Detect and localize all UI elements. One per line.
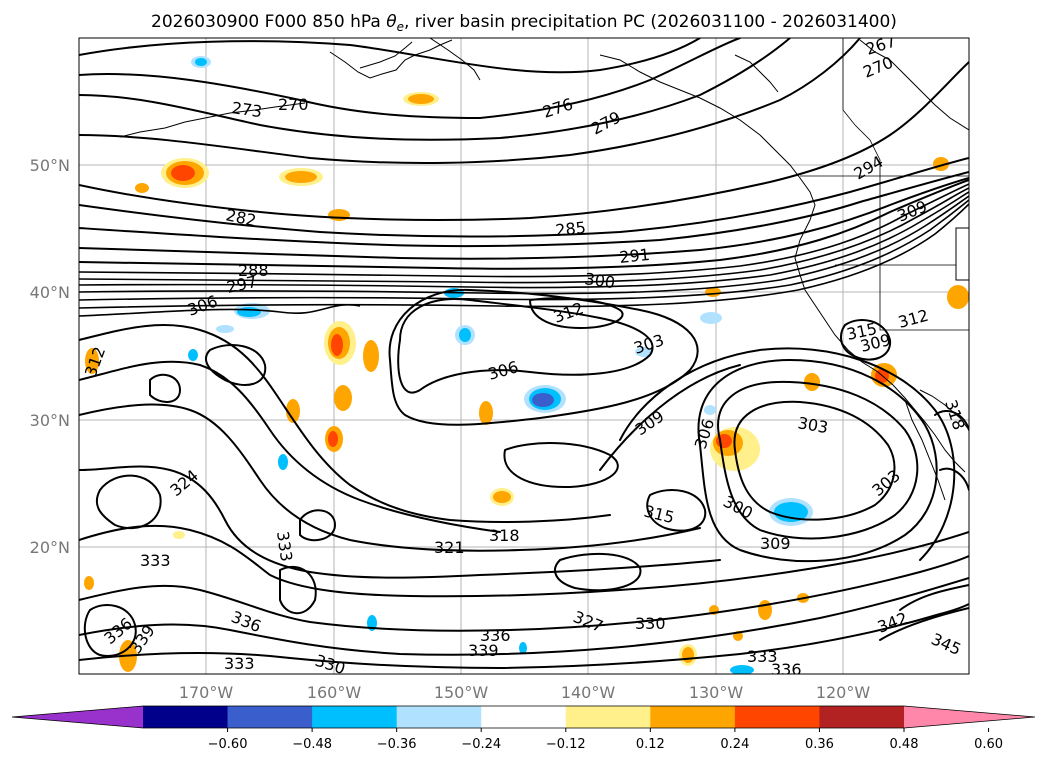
colorbar-tick-label: −0.60 [208, 737, 248, 752]
contour-label: 273 [230, 98, 263, 121]
colorbar-segment [396, 706, 482, 728]
contour-label: 336 [771, 660, 802, 679]
lon-label: 120°W [816, 683, 871, 702]
lon-label: 130°W [689, 683, 744, 702]
colorbar-segment [650, 706, 736, 728]
colorbar-extend-max [904, 706, 1035, 728]
colorbar: −0.60 −0.48 −0.36 −0.24 −0.12 0.12 0.24 0.36 0.4… [11, 705, 1036, 752]
map-panel: 273 270 276 279 267 270 282 285 291 288 … [78, 37, 970, 679]
contour-label: 300 [583, 269, 616, 292]
colorbar-segment [227, 706, 313, 728]
lat-label: 20°N [30, 538, 70, 557]
colorbar-tick-label: 0.60 [974, 737, 1003, 752]
colorbar-segment [481, 706, 567, 728]
thetae-contours [79, 38, 969, 669]
figure-title: 2026030900 F000 850 hPa θe, river basin … [151, 12, 897, 34]
latitude-labels: 50°N 40°N 30°N 20°N [30, 156, 70, 557]
colorbar-tick-label: −0.24 [461, 737, 501, 752]
lon-label: 140°W [561, 683, 616, 702]
colorbar-tick-label: −0.36 [377, 737, 417, 752]
coastlines [119, 38, 969, 501]
contour-label: 333 [747, 647, 778, 666]
lat-label: 30°N [30, 411, 70, 430]
contour-label: 270 [278, 95, 309, 114]
colorbar-tick-label: 0.24 [720, 737, 749, 752]
colorbar-tick-label: −0.48 [292, 737, 332, 752]
lat-label: 50°N [30, 156, 70, 175]
contour-label: 333 [273, 530, 296, 563]
colorbar-segment [734, 706, 820, 728]
colorbar-extend-min [12, 706, 143, 728]
colorbar-tick-label: 0.12 [636, 737, 665, 752]
contour-label: 318 [489, 526, 520, 545]
colorbar-tick-label: 0.36 [805, 737, 834, 752]
lon-label: 170°W [179, 683, 234, 702]
contour-label: 285 [554, 218, 586, 240]
lon-label: 160°W [307, 683, 362, 702]
contour-label: 333 [140, 551, 171, 570]
contour-label: 291 [618, 245, 650, 267]
contour-label: 321 [434, 538, 465, 557]
contour-label: 288 [238, 261, 269, 280]
lon-label: 150°W [434, 683, 489, 702]
contour-label: 330 [635, 614, 666, 633]
colorbar-tick-label: −0.12 [546, 737, 586, 752]
lat-label: 40°N [30, 283, 70, 302]
contour-label: 309 [760, 534, 791, 553]
colorbar-segment [565, 706, 651, 728]
contour-label: 330 [313, 651, 348, 679]
contour-label: 333 [224, 654, 255, 673]
colorbar-tick-label: 0.48 [890, 737, 919, 752]
colorbar-segment [819, 706, 905, 728]
contour-label: 339 [468, 641, 499, 660]
longitude-labels: 170°W 160°W 150°W 140°W 130°W 120°W [179, 683, 871, 702]
colorbar-segment [143, 706, 229, 728]
contour-label: 336 [480, 626, 511, 645]
colorbar-segment [312, 706, 398, 728]
